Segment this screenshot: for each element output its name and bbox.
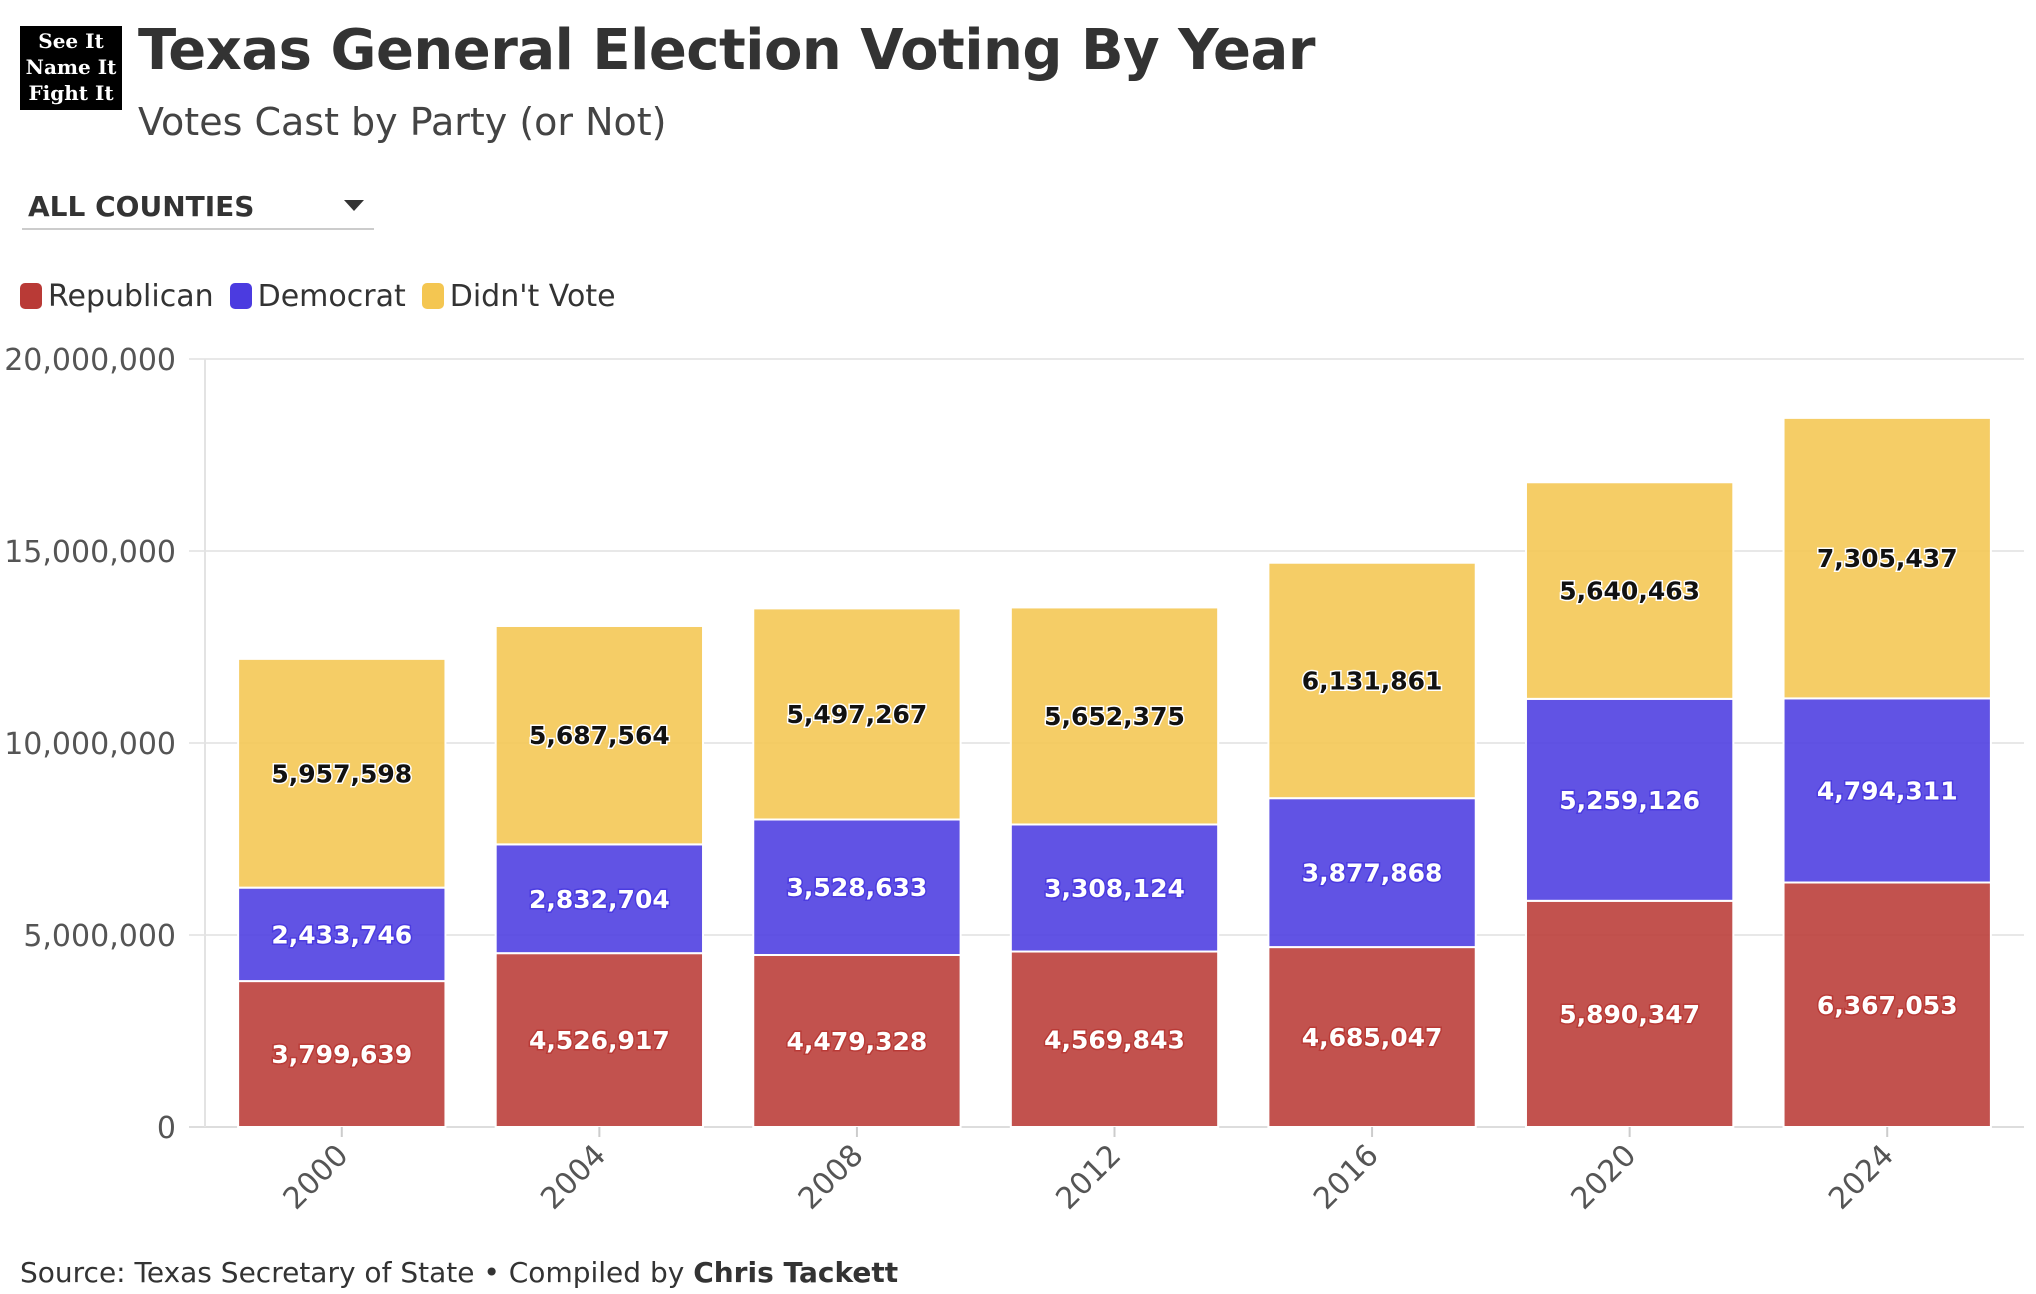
x-tick-label: 2008 bbox=[792, 1138, 871, 1217]
bar-segment bbox=[237, 980, 447, 1129]
legend-label: Didn't Vote bbox=[449, 278, 616, 314]
data-label: 5,259,126 bbox=[1559, 786, 1700, 815]
x-tick-label: 2012 bbox=[1049, 1138, 1128, 1217]
x-tick-label: 2004 bbox=[534, 1138, 613, 1217]
x-tick-label: 2000 bbox=[277, 1138, 356, 1217]
y-tick-label: 5,000,000 bbox=[23, 919, 176, 954]
legend-item-didnt-vote: Didn't Vote bbox=[421, 278, 616, 314]
data-label: 5,957,598 bbox=[271, 759, 412, 788]
bar-segment bbox=[1009, 606, 1220, 826]
county-dropdown[interactable]: ALL COUNTIES bbox=[22, 186, 374, 230]
data-label: 2,832,704 bbox=[529, 885, 670, 914]
data-label: 7,305,437 bbox=[1817, 544, 1958, 573]
data-label: 3,799,639 bbox=[271, 1040, 412, 1069]
data-label: 3,528,633 bbox=[787, 873, 928, 902]
logo: See It Name It Fight It bbox=[20, 26, 122, 110]
data-label: 3,877,868 bbox=[1302, 859, 1443, 888]
legend-item-republican: Republican bbox=[20, 279, 214, 314]
bar-segment bbox=[752, 607, 962, 821]
chevron-down-icon bbox=[344, 200, 364, 211]
chart-subtitle: Votes Cast by Party (or Not) bbox=[138, 100, 667, 144]
data-label: 2,433,746 bbox=[271, 920, 412, 949]
bar-segment bbox=[494, 952, 705, 1128]
source-note: Source: Texas Secretary of State • Compi… bbox=[20, 1256, 898, 1289]
source-text: Source: Texas Secretary of State • Compi… bbox=[20, 1256, 694, 1289]
data-label: 4,526,917 bbox=[529, 1026, 670, 1055]
bar-segment bbox=[1267, 797, 1477, 949]
bar-segment bbox=[494, 624, 705, 846]
chart-title: Texas General Election Voting By Year bbox=[138, 18, 1315, 83]
logo-line: Fight It bbox=[28, 81, 114, 105]
legend-item-democrat: Democrat bbox=[229, 278, 406, 314]
legend-label: Republican bbox=[48, 278, 214, 314]
legend-swatch bbox=[229, 283, 252, 309]
bar-segment bbox=[1524, 899, 1735, 1128]
legend-swatch bbox=[421, 283, 444, 309]
data-label: 5,687,564 bbox=[529, 721, 670, 750]
x-tick-label: 2020 bbox=[1565, 1138, 1644, 1217]
bar-segment bbox=[494, 843, 705, 955]
bar-segment bbox=[1782, 416, 1992, 700]
bar-segment bbox=[752, 953, 962, 1128]
bar-segment bbox=[1267, 946, 1477, 1128]
bar-segment bbox=[237, 886, 447, 983]
data-label: 5,890,347 bbox=[1559, 1000, 1700, 1029]
data-label: 5,640,463 bbox=[1559, 577, 1700, 606]
legend: Republican Democrat Didn't Vote bbox=[20, 276, 632, 316]
bar-segment bbox=[752, 818, 962, 956]
bar-segment bbox=[1782, 881, 1992, 1129]
data-label: 3,308,124 bbox=[1044, 874, 1185, 903]
data-label: 4,794,311 bbox=[1817, 776, 1958, 805]
data-label: 4,685,047 bbox=[1302, 1023, 1443, 1052]
data-label: 4,479,328 bbox=[787, 1027, 928, 1056]
source-author: Chris Tackett bbox=[693, 1256, 899, 1289]
x-tick-label: 2024 bbox=[1822, 1138, 1901, 1217]
bar-segment bbox=[1524, 481, 1735, 700]
legend-swatch bbox=[20, 283, 42, 309]
data-label: 6,131,861 bbox=[1302, 666, 1443, 695]
y-tick-label: 0 bbox=[157, 1111, 176, 1146]
data-label: 4,569,843 bbox=[1044, 1025, 1185, 1054]
legend-label: Democrat bbox=[257, 278, 406, 314]
y-tick-label: 20,000,000 bbox=[4, 343, 176, 378]
logo-line: See It bbox=[38, 29, 104, 53]
data-label: 6,367,053 bbox=[1817, 991, 1958, 1020]
data-label: 5,497,267 bbox=[787, 700, 928, 729]
bar-segment bbox=[1524, 697, 1735, 902]
bar-segment bbox=[237, 657, 447, 889]
county-dropdown-value: ALL COUNTIES bbox=[28, 190, 255, 223]
data-label: 5,652,375 bbox=[1044, 702, 1185, 731]
x-tick-label: 2016 bbox=[1307, 1138, 1386, 1217]
y-tick-label: 15,000,000 bbox=[4, 535, 176, 570]
bar-segment bbox=[1267, 561, 1477, 800]
logo-line: Name It bbox=[25, 55, 117, 79]
y-tick-label: 10,000,000 bbox=[4, 727, 176, 762]
